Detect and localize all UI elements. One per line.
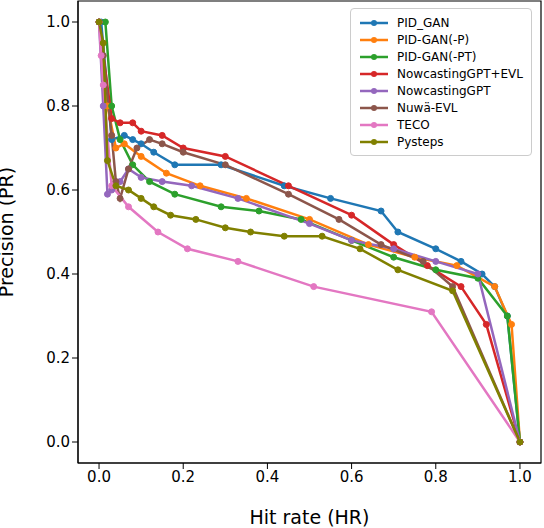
- svg-text:1.0: 1.0: [46, 13, 70, 31]
- html-text:NowcastingGPT: NowcastingGPT: [397, 83, 491, 98]
- svg-text:0.2: 0.2: [171, 468, 195, 486]
- svg-text:0.4: 0.4: [255, 468, 279, 486]
- svg-text:1.0: 1.0: [508, 468, 532, 486]
- html-text:NowcastingGPT+EVL: NowcastingGPT+EVL: [397, 66, 523, 81]
- svg-text:Hit rate (HR): Hit rate (HR): [249, 506, 369, 528]
- html-text:PID-GAN(-P): PID-GAN(-P): [397, 32, 470, 47]
- svg-text:Precision (PR): Precision (PR): [8, 167, 17, 297]
- html-text:Pysteps: Pysteps: [397, 134, 444, 149]
- svg-text:0.8: 0.8: [424, 468, 448, 486]
- svg-text:0.8: 0.8: [46, 97, 70, 115]
- html-text:PID_GAN: PID_GAN: [397, 15, 450, 30]
- html-text:Nuwä-EVL: Nuwä-EVL: [397, 100, 458, 115]
- svg-text:0.6: 0.6: [340, 468, 364, 486]
- svg-text:0.0: 0.0: [46, 433, 70, 451]
- svg-text:0.0: 0.0: [87, 468, 111, 486]
- html-text:TECO: TECO: [397, 117, 430, 132]
- svg-text:0.6: 0.6: [46, 181, 70, 199]
- svg-text:0.2: 0.2: [46, 349, 70, 367]
- svg-text:0.4: 0.4: [46, 265, 70, 283]
- html-text:PID-GAN(-PT): PID-GAN(-PT): [397, 49, 477, 64]
